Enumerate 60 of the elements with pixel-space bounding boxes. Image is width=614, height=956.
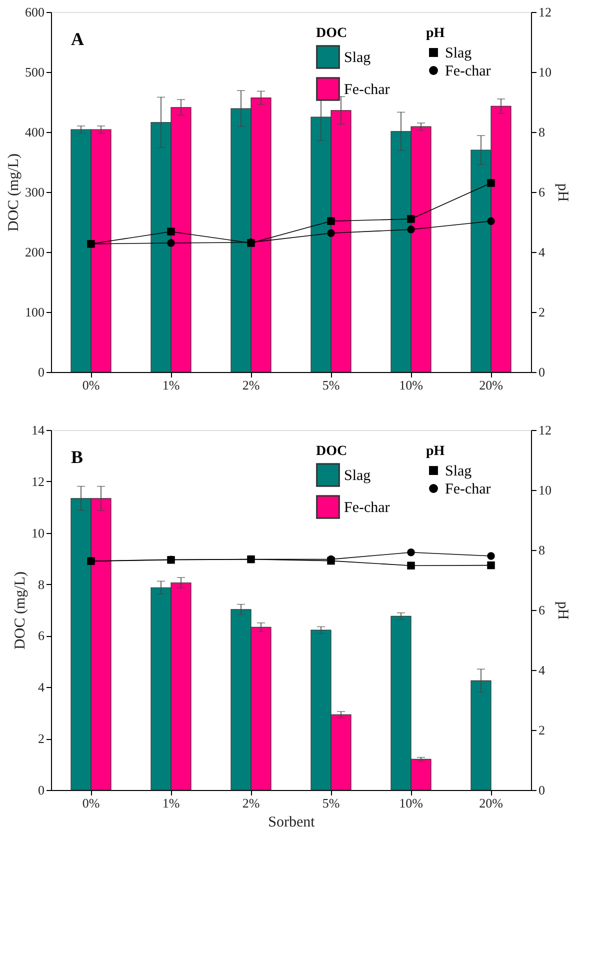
y2-axis-title: pH	[426, 26, 445, 41]
y2-tick-label: 0	[538, 364, 545, 380]
y-tick-label: 0	[38, 364, 44, 380]
legend-title: DOC	[316, 26, 348, 41]
y2-tick-label: 12	[538, 422, 552, 438]
x-tick-label: 0%	[82, 796, 100, 810]
y2-tick-label: 6	[538, 184, 546, 200]
x-tick-label: 10%	[399, 796, 424, 810]
y-tick-label: 600	[25, 4, 44, 20]
y2-tick-label: 0	[538, 782, 545, 798]
y-tick-label: 100	[25, 304, 44, 320]
x-tick-label: 5%	[322, 796, 340, 810]
annotation: B	[71, 447, 84, 467]
x-tick-label: 2%	[242, 796, 260, 810]
x-tick-label: 20%	[479, 796, 504, 810]
y2-tick-label: 8	[538, 124, 545, 140]
y-tick-label: 14	[32, 422, 45, 438]
legend-label: Slag	[445, 464, 472, 480]
y-axis-title: DOC (mg/L)	[6, 154, 22, 232]
y-tick-label: 4	[38, 680, 45, 695]
x-tick-label: 1%	[162, 796, 180, 810]
legend-label: Fe-char	[344, 500, 390, 516]
y-tick-label: 300	[25, 184, 44, 200]
y2-tick-label: 2	[538, 304, 545, 320]
y-tick-label: 2	[38, 731, 44, 746]
y2-tick-label: 10	[538, 64, 552, 80]
x-tick-label: 0%	[82, 378, 100, 392]
x-tick-label: 10%	[399, 378, 424, 392]
y2-tick-label: 2	[538, 722, 545, 738]
y2-tick-label: 4	[538, 244, 546, 260]
y-tick-label: 0	[38, 782, 44, 798]
y2-tick-label: 12	[538, 4, 552, 20]
y-tick-label: 10	[32, 525, 44, 540]
x-tick-label: 1%	[162, 378, 180, 392]
text: pH	[554, 601, 570, 620]
legend-title: DOC	[316, 444, 348, 459]
y-tick-label: 8	[38, 576, 44, 592]
legend-label: Slag	[445, 46, 472, 62]
legend-label: Slag	[344, 468, 372, 484]
x-tick-label: 2%	[242, 378, 260, 392]
x-tick-label: 5%	[322, 378, 340, 392]
y2-tick-label: 6	[538, 602, 546, 618]
legend-label: Fe-char	[445, 64, 491, 80]
legend-label: Slag	[344, 50, 372, 66]
x-tick-label: 20%	[479, 378, 504, 392]
y-tick-label: 6	[38, 628, 45, 644]
legend-label: Fe-char	[344, 82, 390, 98]
y-tick-label: 400	[25, 124, 44, 140]
y2-axis-title: pH	[426, 444, 445, 459]
x-axis-title: Sorbent	[268, 814, 316, 830]
y2-tick-label: 8	[538, 542, 545, 558]
annotation: A	[71, 29, 84, 49]
y-axis-title: DOC (mg/L)	[12, 572, 28, 650]
y2-tick-label: 4	[538, 662, 546, 678]
text: pH	[554, 183, 570, 202]
legend-label: Fe-char	[445, 482, 491, 498]
y-tick-label: 12	[32, 474, 44, 489]
y-tick-label: 200	[25, 244, 44, 260]
y-tick-label: 500	[25, 64, 44, 80]
y2-tick-label: 10	[538, 482, 552, 498]
